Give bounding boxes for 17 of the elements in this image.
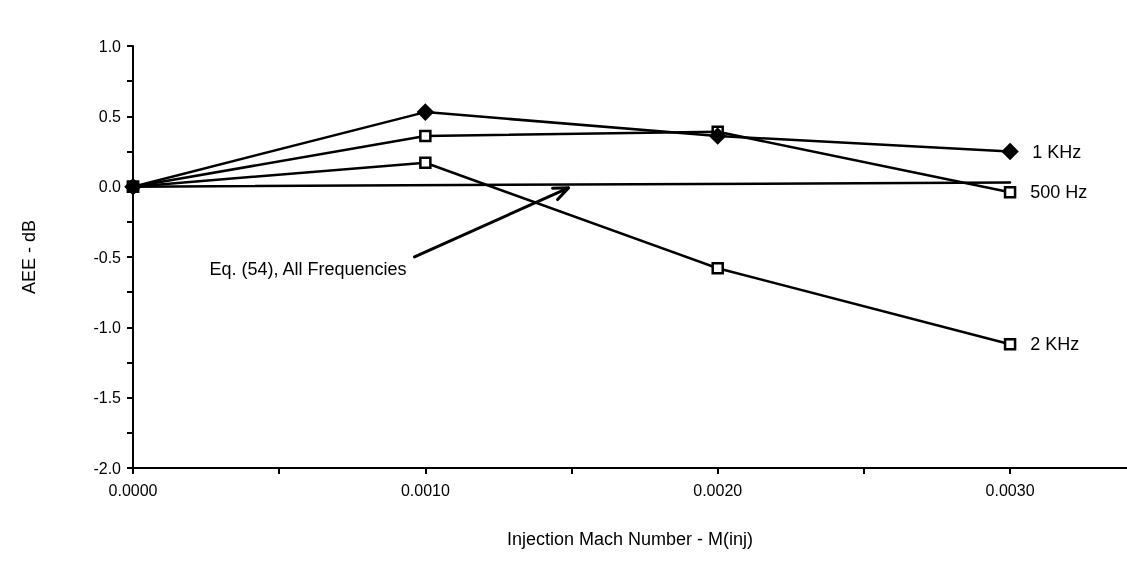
annotation: Eq. (54), All Frequencies xyxy=(209,258,407,279)
series-label: 500 Hz xyxy=(1030,182,1088,203)
y-tick-label: -1.0 xyxy=(93,318,122,336)
y-tick-label: 1.0 xyxy=(98,37,122,55)
x-tick-label: 0.0000 xyxy=(108,481,158,499)
y-tick-label: 0.5 xyxy=(98,107,122,125)
x-tick-label: 0.0030 xyxy=(985,481,1035,499)
y-tick-label: -0.5 xyxy=(93,248,122,266)
x-tick-label: 0.0020 xyxy=(693,481,743,499)
series-label: 2 KHz xyxy=(1030,334,1080,355)
series-label: 1 KHz xyxy=(1032,141,1082,162)
y-tick-label: -2.0 xyxy=(93,459,122,477)
y-tick-label: 0.0 xyxy=(98,178,122,196)
x-tick-label: 0.0010 xyxy=(400,481,450,499)
y-tick-label: -1.5 xyxy=(93,389,122,407)
y-axis-title: AEE - dB xyxy=(19,219,39,295)
x-axis-title: Injection Mach Number - M(inj) xyxy=(506,529,754,549)
